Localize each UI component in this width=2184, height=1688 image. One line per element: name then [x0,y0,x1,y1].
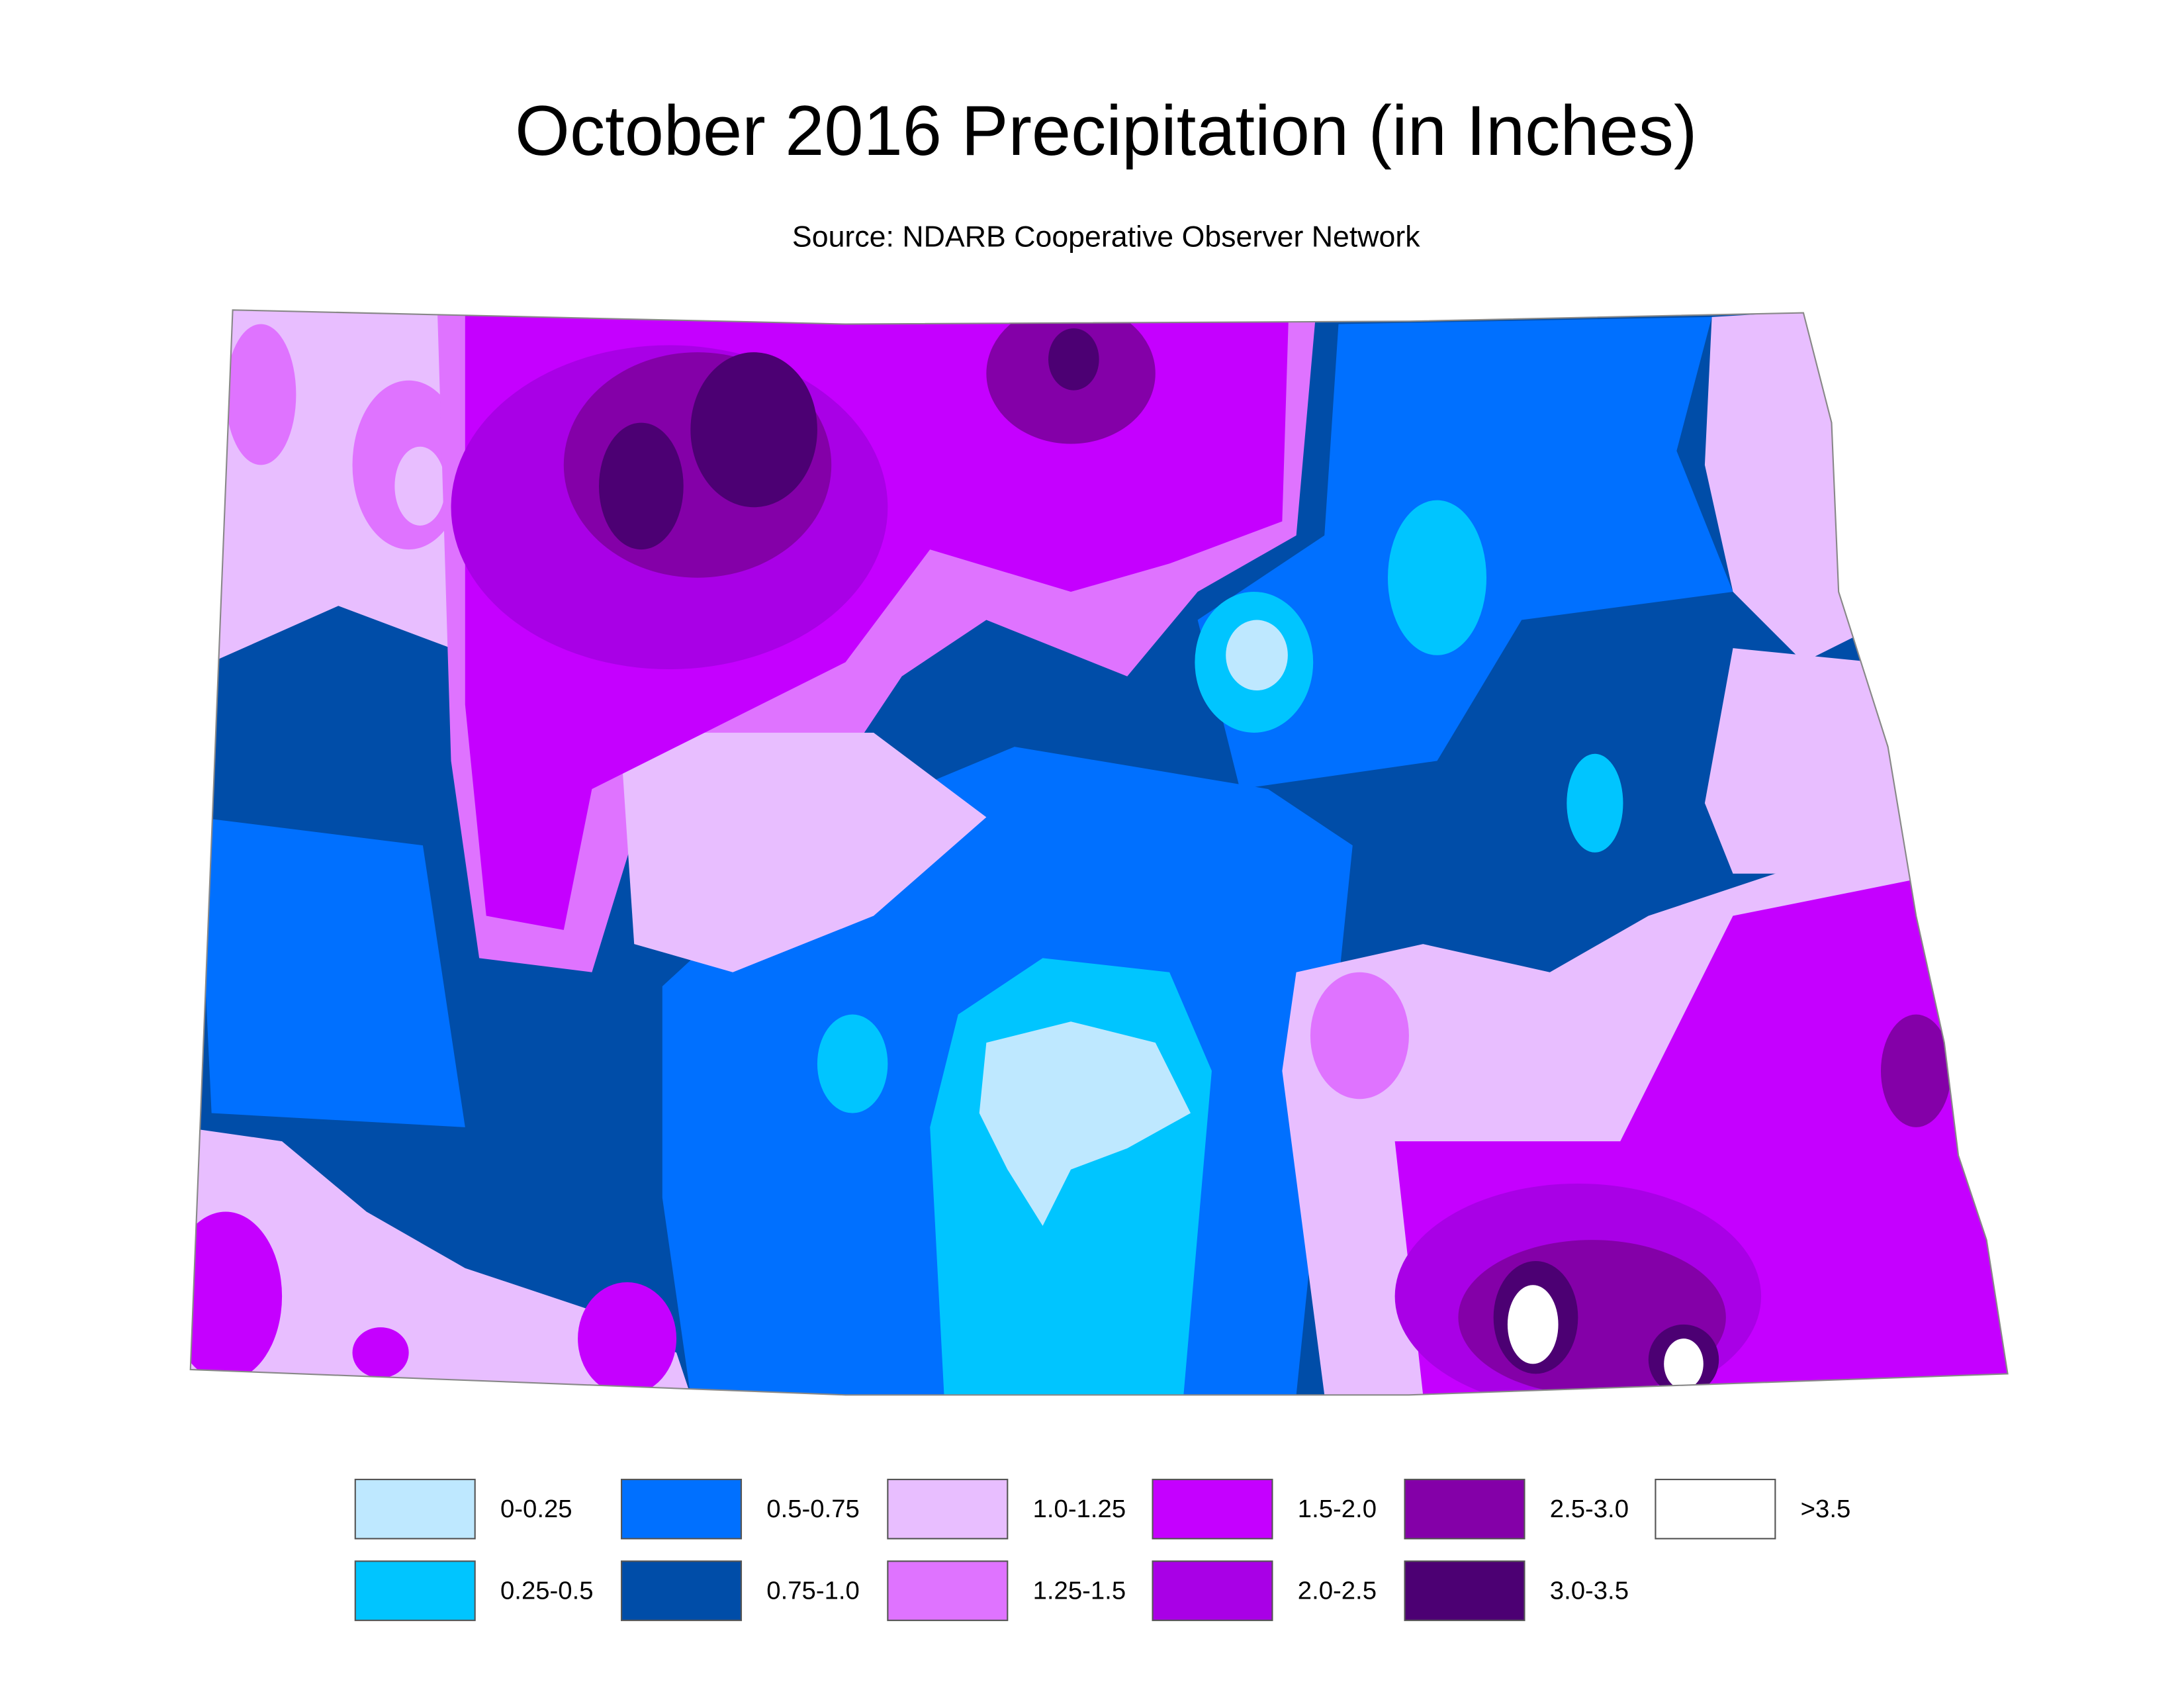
region [190,1127,691,1395]
state-outline [189,309,2009,1396]
legend-swatch [1404,1478,1525,1540]
legend-label: 2.0-2.5 [1298,1576,1377,1605]
legend-label: 0.5-0.75 [766,1495,860,1523]
region [1704,310,1860,663]
legend-label: >3.5 [1801,1495,1851,1523]
region [1567,753,1623,853]
legend-label: 1.0-1.25 [1033,1495,1126,1523]
legend: 0-0.25 0.25-0.5 0.5-0.75 0.75-1.0 1.0-1.25 1.… [354,1478,1851,1621]
region [979,1021,1191,1226]
legend-swatch [1404,1560,1525,1621]
region [599,422,684,550]
region [1387,500,1486,655]
region [225,324,296,465]
region [1048,328,1099,391]
legend-label: 2.5-3.0 [1550,1495,1629,1523]
precipitation-map [190,310,2008,1395]
legend-label: 0-0.25 [500,1495,572,1523]
region [578,1282,677,1395]
region [197,817,465,1127]
legend-swatch [354,1478,476,1540]
region [619,732,987,972]
region [190,1211,283,1381]
map-title: October 2016 Precipitation (in Inches) [515,91,1697,170]
legend-label: 1.5-2.0 [1298,1495,1377,1523]
legend-label: 0.25-0.5 [500,1576,594,1605]
region [1226,620,1288,690]
legend-swatch [621,1560,743,1621]
legend-swatch [1152,1560,1273,1621]
region [690,352,817,508]
legend-swatch [1655,1478,1776,1540]
legend-swatch [354,1560,476,1621]
region [1664,1338,1704,1389]
legend-swatch [887,1560,1009,1621]
region [1310,972,1409,1100]
map-subtitle: Source: NDARB Cooperative Observer Netwo… [792,220,1420,253]
legend-label: 3.0-3.5 [1550,1576,1629,1605]
legend-swatch [1152,1478,1273,1540]
region [1507,1285,1559,1364]
legend-swatch [621,1478,743,1540]
region [352,1327,409,1378]
legend-label: 0.75-1.0 [766,1576,860,1605]
region [817,1014,888,1113]
region [394,446,445,526]
region [1704,648,1944,874]
legend-label: 1.25-1.5 [1033,1576,1126,1605]
legend-swatch [887,1478,1009,1540]
region [1880,1014,1952,1127]
